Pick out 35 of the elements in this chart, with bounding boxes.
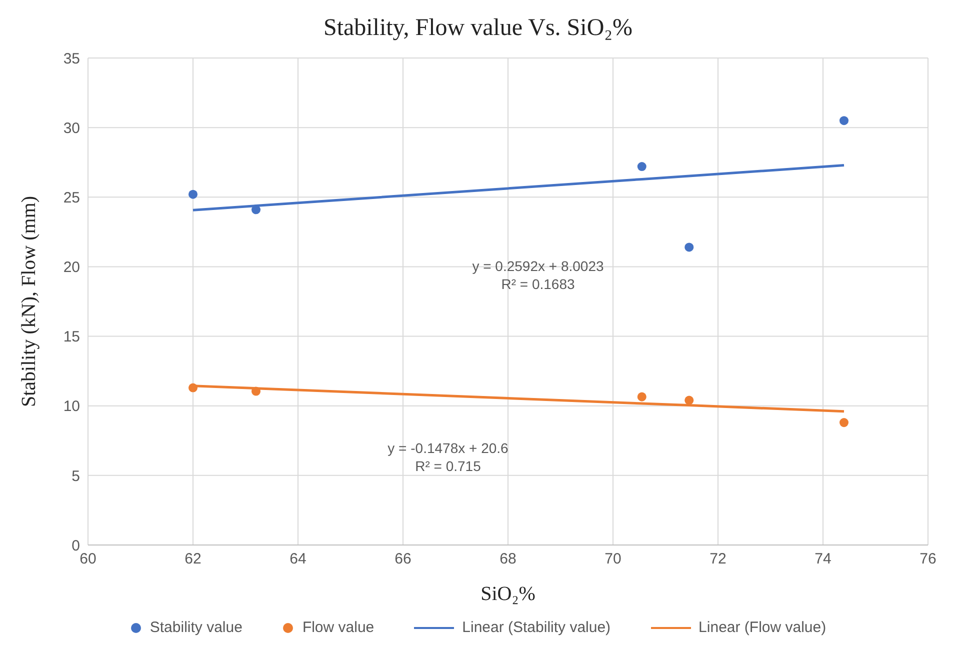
y-tick-label: 30 (63, 120, 80, 137)
annotation: y = -0.1478x + 20.6 (386, 440, 510, 456)
x-tick-label: 76 (920, 550, 936, 568)
annotation: R² = 0.715 (414, 458, 482, 474)
y-tick-label: 10 (63, 398, 80, 416)
annotation: y = 0.2592x + 8.0023 (471, 258, 605, 274)
x-tick-label: 62 (184, 550, 202, 568)
point (188, 190, 198, 199)
y-tick-label: 15 (63, 328, 80, 346)
legend-label: Linear (Stability value) (462, 619, 611, 636)
y-tick-label: 25 (63, 189, 80, 206)
x-tick-label: 74 (814, 550, 832, 568)
point (684, 242, 694, 252)
point (684, 396, 694, 405)
x-axis-title: SiO₂% (480, 583, 536, 605)
x-tick-label: 68 (500, 550, 516, 568)
y-tick-label: 35 (63, 50, 80, 68)
point (637, 162, 646, 172)
legend-label: Flow value (302, 619, 374, 636)
y-tick-label: 5 (72, 468, 80, 485)
x-tick-label: 72 (710, 550, 726, 568)
point (839, 418, 849, 428)
legend-label: Linear (Flow value) (698, 619, 826, 636)
x-tick-label: 60 (80, 550, 96, 568)
x-tick-label: 70 (604, 550, 622, 568)
legend-label: Stability value (150, 619, 242, 636)
chart-title: Stability, Flow value Vs. SiO₂% (322, 14, 634, 43)
x-tick-label: 66 (394, 550, 412, 568)
y-axis-title: Stability (kN), Flow (mm) (18, 196, 40, 408)
point (637, 392, 646, 402)
annotation: R² = 0.1683 (500, 276, 576, 292)
x-tick-label: 64 (290, 550, 306, 568)
point (839, 116, 849, 126)
y-tick-label: 20 (63, 259, 80, 276)
y-tick-label: 0 (72, 537, 80, 554)
